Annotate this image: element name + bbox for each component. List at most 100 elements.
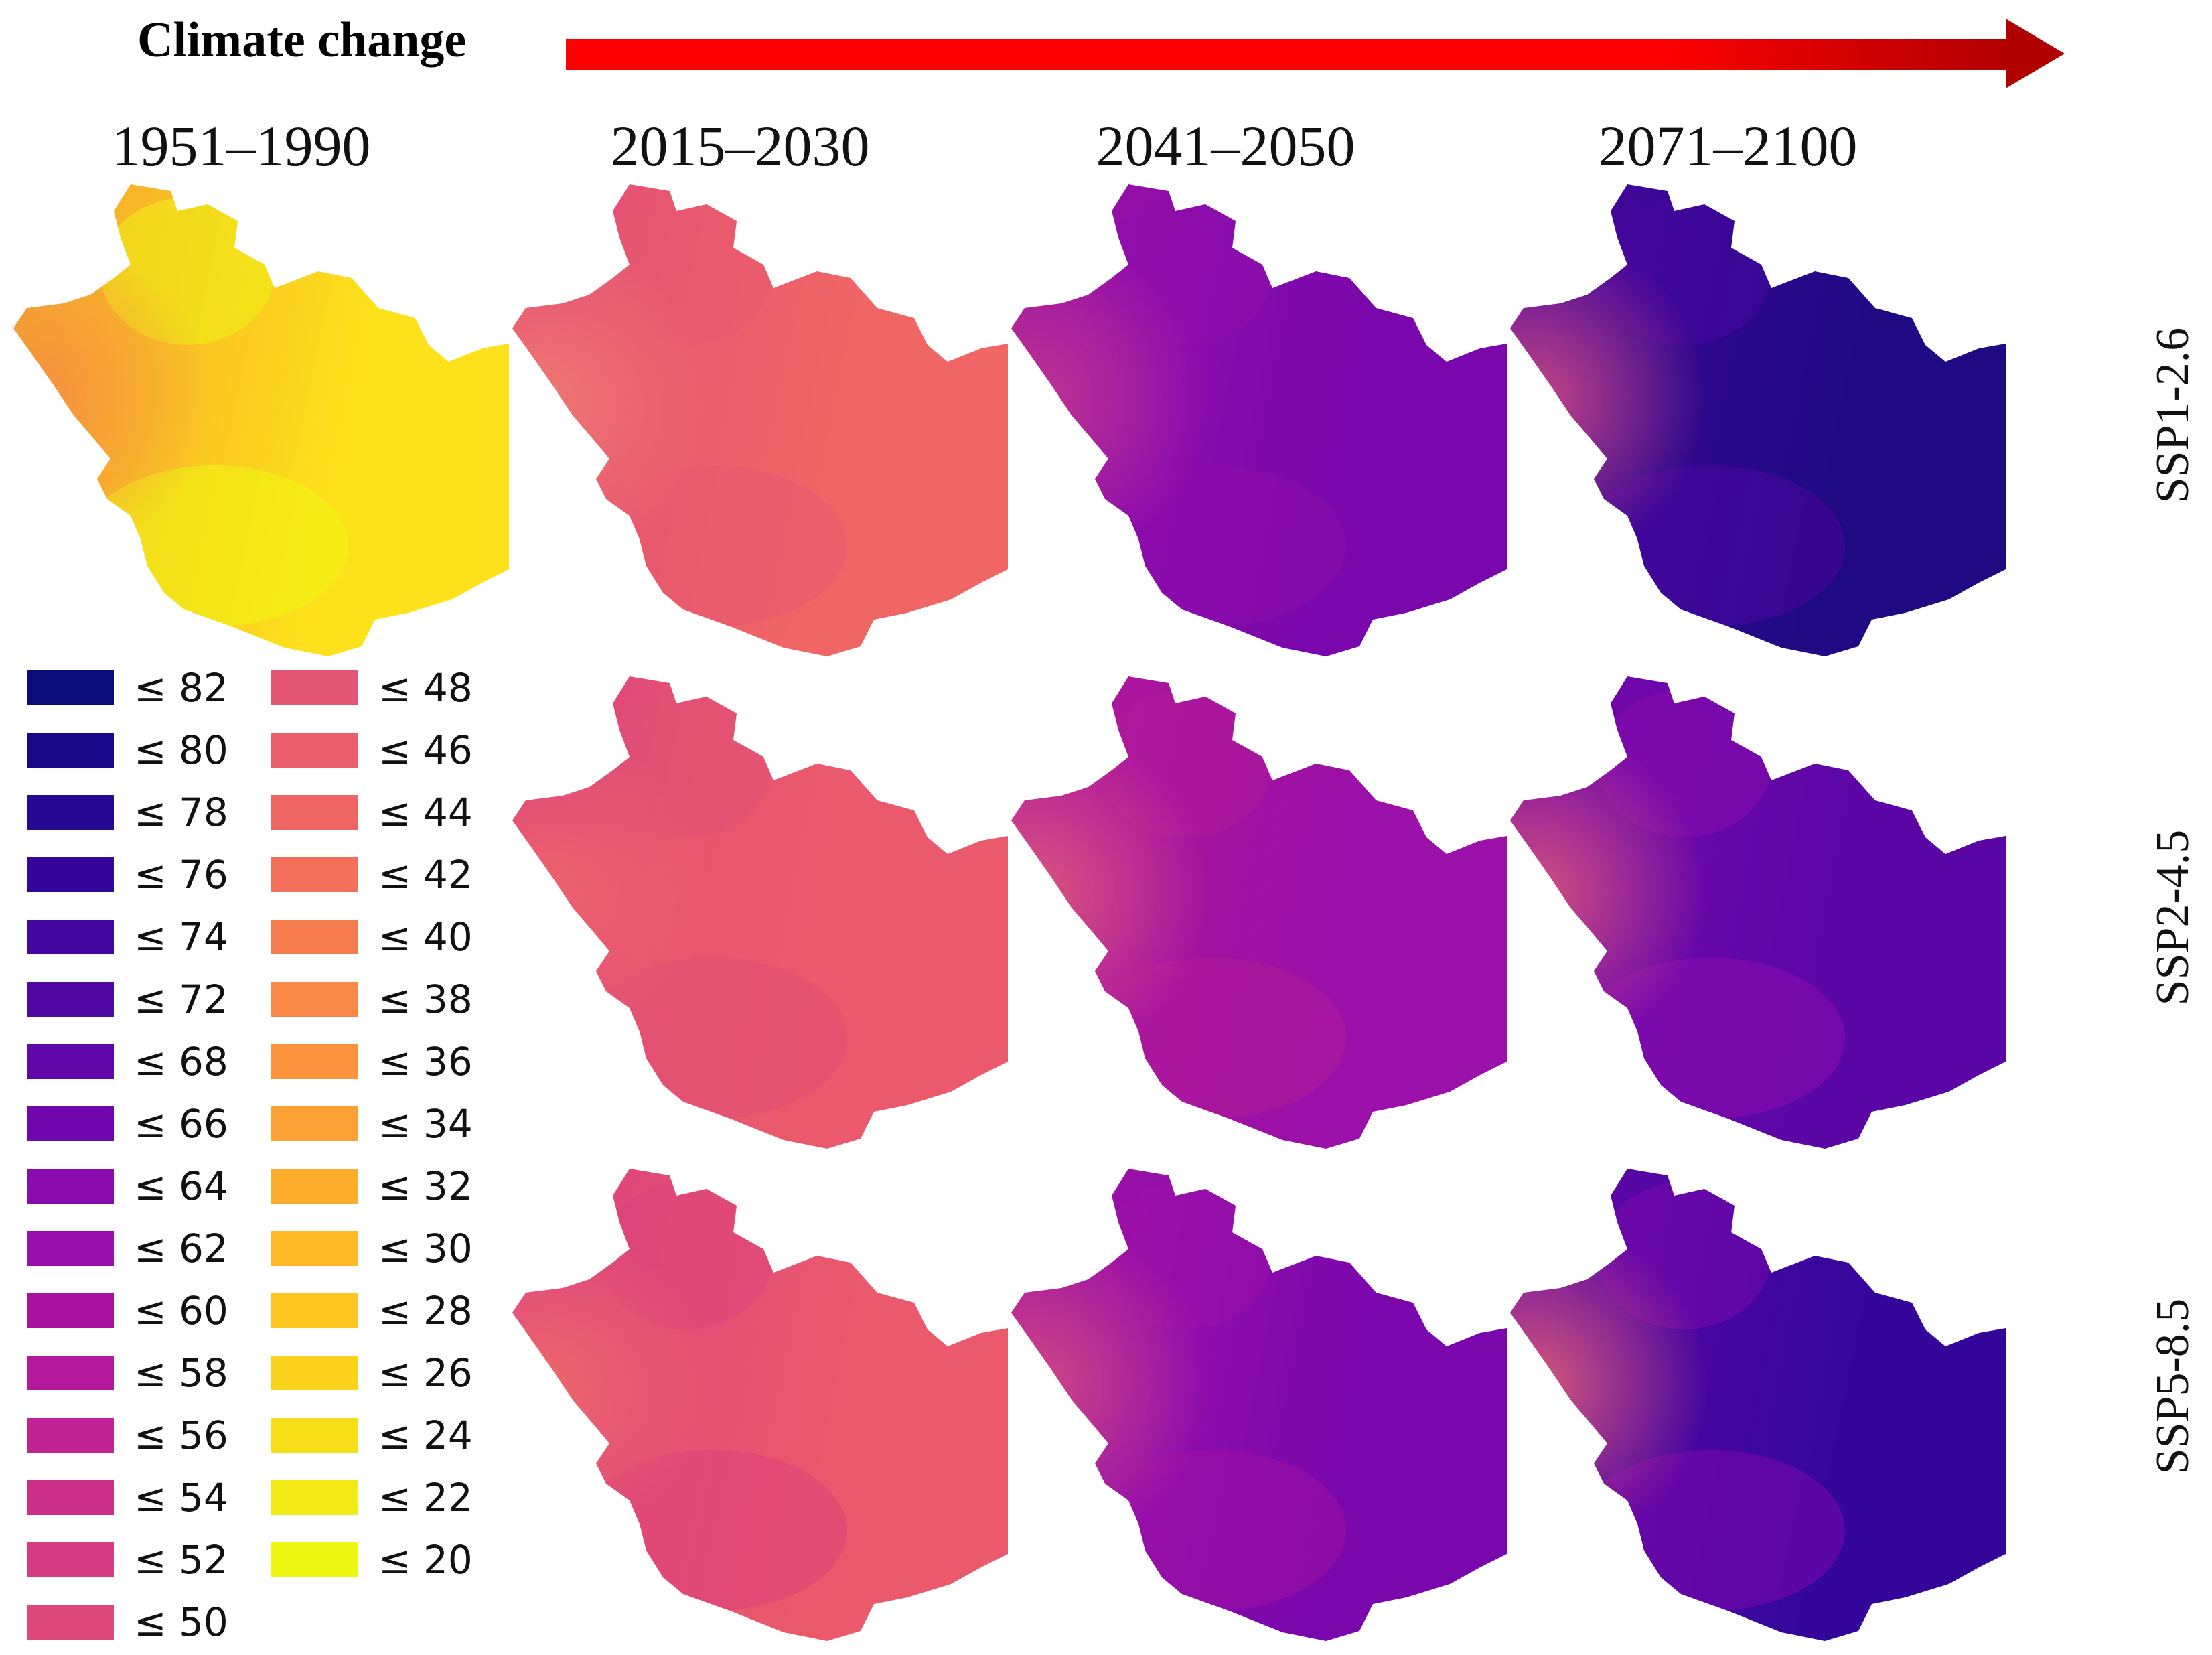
legend-label: ≤ 28 [378, 1288, 473, 1334]
legend-label: ≤ 38 [378, 977, 473, 1022]
legend-swatch [271, 1169, 358, 1204]
scenario-label: SSP1-2.6 [2147, 327, 2199, 504]
legend-swatch [271, 920, 358, 954]
legend-swatch [271, 1418, 358, 1453]
legend-label: ≤ 50 [134, 1599, 228, 1645]
period-label: 1951–1990 [111, 114, 371, 178]
legend-swatch [271, 795, 358, 830]
legend-swatch [27, 795, 114, 830]
climate-map [1510, 676, 2006, 1149]
legend-item: ≤ 50 [27, 1599, 228, 1645]
legend-swatch [271, 1480, 358, 1515]
legend-swatch [27, 1418, 114, 1453]
legend-swatch [27, 1480, 114, 1515]
legend-label: ≤ 48 [378, 665, 473, 711]
legend-swatch [271, 1293, 358, 1328]
legend-item: ≤ 74 [27, 914, 228, 960]
legend-swatch [271, 1106, 358, 1141]
legend-label: ≤ 40 [378, 914, 473, 960]
legend-label: ≤ 78 [134, 790, 228, 835]
legend-item: ≤ 60 [27, 1288, 228, 1334]
legend-swatch [271, 1356, 358, 1390]
legend-item: ≤ 80 [27, 727, 228, 773]
legend-item: ≤ 62 [27, 1226, 228, 1271]
legend-item: ≤ 30 [271, 1226, 473, 1271]
climate-map [512, 1169, 1008, 1641]
legend-item: ≤ 48 [271, 665, 473, 711]
legend-label: ≤ 76 [134, 852, 228, 897]
legend-label: ≤ 80 [134, 727, 228, 773]
legend-swatch [27, 1231, 114, 1266]
legend-label: ≤ 74 [134, 914, 228, 960]
climate-map [512, 676, 1008, 1149]
legend-label: ≤ 62 [134, 1226, 228, 1271]
legend-swatch [27, 1293, 114, 1328]
legend-swatch [271, 1542, 358, 1577]
legend-swatch [27, 982, 114, 1017]
legend-swatch [271, 670, 358, 705]
legend-item: ≤ 66 [27, 1101, 228, 1147]
legend-item: ≤ 76 [27, 852, 228, 897]
legend-item: ≤ 58 [27, 1350, 228, 1396]
scenario-label: SSP2-4.5 [2147, 829, 2199, 1006]
legend-swatch [27, 733, 114, 768]
legend-swatch [27, 1106, 114, 1141]
climate-change-title: Climate change [137, 13, 467, 68]
legend-swatch [27, 920, 114, 954]
legend-swatch [271, 982, 358, 1017]
legend-item: ≤ 24 [271, 1413, 473, 1458]
climate-change-arrow-icon [566, 19, 2065, 88]
climate-map [1011, 184, 1507, 656]
legend-swatch [27, 1605, 114, 1640]
legend-swatch [27, 1044, 114, 1079]
legend-label: ≤ 72 [134, 977, 228, 1022]
legend-item: ≤ 44 [271, 790, 473, 835]
legend-swatch [27, 1169, 114, 1204]
legend-swatch [271, 1044, 358, 1079]
climate-map [1510, 1169, 2006, 1641]
legend-swatch [27, 670, 114, 705]
legend-label: ≤ 24 [378, 1413, 473, 1458]
legend-label: ≤ 20 [378, 1537, 473, 1583]
period-label: 2041–2050 [1096, 114, 1355, 178]
legend-label: ≤ 54 [134, 1475, 228, 1520]
legend-label: ≤ 64 [134, 1163, 228, 1209]
legend-item: ≤ 64 [27, 1163, 228, 1209]
legend-label: ≤ 22 [378, 1475, 473, 1520]
legend-item: ≤ 68 [27, 1039, 228, 1084]
legend-swatch [271, 733, 358, 768]
legend-item: ≤ 46 [271, 727, 473, 773]
legend-label: ≤ 52 [134, 1537, 228, 1583]
legend-item: ≤ 72 [27, 977, 228, 1022]
climate-map [1510, 184, 2006, 656]
legend-item: ≤ 38 [271, 977, 473, 1022]
legend-item: ≤ 22 [271, 1475, 473, 1520]
legend-label: ≤ 32 [378, 1163, 473, 1209]
legend-item: ≤ 54 [27, 1475, 228, 1520]
legend-label: ≤ 44 [378, 790, 473, 835]
legend-item: ≤ 32 [271, 1163, 473, 1209]
legend-label: ≤ 36 [378, 1039, 473, 1084]
legend-item: ≤ 26 [271, 1350, 473, 1396]
legend-label: ≤ 60 [134, 1288, 228, 1334]
legend-swatch [27, 1542, 114, 1577]
legend-item: ≤ 52 [27, 1537, 228, 1583]
legend-item: ≤ 56 [27, 1413, 228, 1458]
legend-item: ≤ 40 [271, 914, 473, 960]
legend-item: ≤ 42 [271, 852, 473, 897]
legend-swatch [27, 1356, 114, 1390]
legend-item: ≤ 34 [271, 1101, 473, 1147]
climate-map [13, 184, 509, 656]
climate-map [512, 184, 1008, 656]
climate-map [1011, 1169, 1507, 1641]
legend-label: ≤ 46 [378, 727, 473, 773]
legend-label: ≤ 42 [378, 852, 473, 897]
legend-label: ≤ 66 [134, 1101, 228, 1147]
climate-map [1011, 676, 1507, 1149]
legend-label: ≤ 56 [134, 1413, 228, 1458]
legend-item: ≤ 78 [27, 790, 228, 835]
legend-label: ≤ 58 [134, 1350, 228, 1396]
legend-label: ≤ 82 [134, 665, 228, 711]
scenario-label: SSP5-8.5 [2147, 1298, 2199, 1475]
